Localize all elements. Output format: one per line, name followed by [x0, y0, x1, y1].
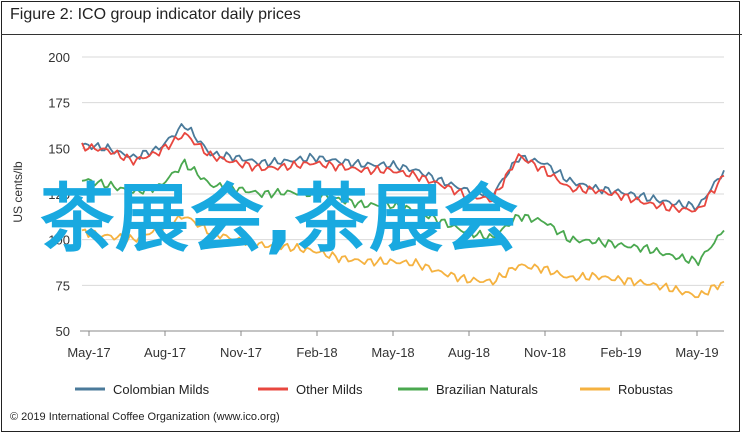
- y-tick-label: 50: [56, 324, 70, 339]
- y-tick-label: 200: [48, 50, 70, 65]
- chart-title: Figure 2: ICO group indicator daily pric…: [10, 6, 301, 23]
- title-divider: [1, 34, 742, 35]
- legend-label: Colombian Milds: [113, 382, 210, 397]
- x-tick-label: May-18: [371, 345, 414, 360]
- x-tick-label: Aug-18: [448, 345, 490, 360]
- y-tick-label: 150: [48, 141, 70, 156]
- x-tick-label: Aug-17: [144, 345, 186, 360]
- watermark-overlay: 茶展会,茶展会: [40, 176, 520, 262]
- series-line-2: [81, 158, 725, 267]
- y-tick-label: 100: [48, 233, 70, 248]
- y-tick-label: 75: [56, 278, 70, 293]
- series-line-3: [81, 214, 725, 299]
- x-tick-label: Feb-19: [600, 345, 641, 360]
- x-tick-label: May-19: [675, 345, 718, 360]
- y-tick-label: 125: [48, 187, 70, 202]
- x-tick-label: Nov-18: [524, 345, 566, 360]
- legend-label: Other Milds: [296, 382, 363, 397]
- x-tick-label: Nov-17: [220, 345, 262, 360]
- legend-label: Robustas: [618, 382, 673, 397]
- source-credit: © 2019 International Coffee Organization…: [10, 411, 280, 423]
- legend-label: Brazilian Naturals: [436, 382, 538, 397]
- series-line-0: [81, 123, 725, 212]
- y-axis-label: US cents/lb: [11, 161, 25, 223]
- legend: Colombian Milds Other Milds Brazilian Natu…: [75, 382, 673, 397]
- x-tick-label: May-17: [67, 345, 110, 360]
- axis-layer: 50 75 100 125 150 175 200 May-17 Aug-17 Nov-17 Feb…: [48, 50, 724, 360]
- series-layer: [81, 123, 725, 299]
- series-line-1: [81, 132, 725, 213]
- x-tick-label: Feb-18: [296, 345, 337, 360]
- y-tick-label: 175: [48, 96, 70, 111]
